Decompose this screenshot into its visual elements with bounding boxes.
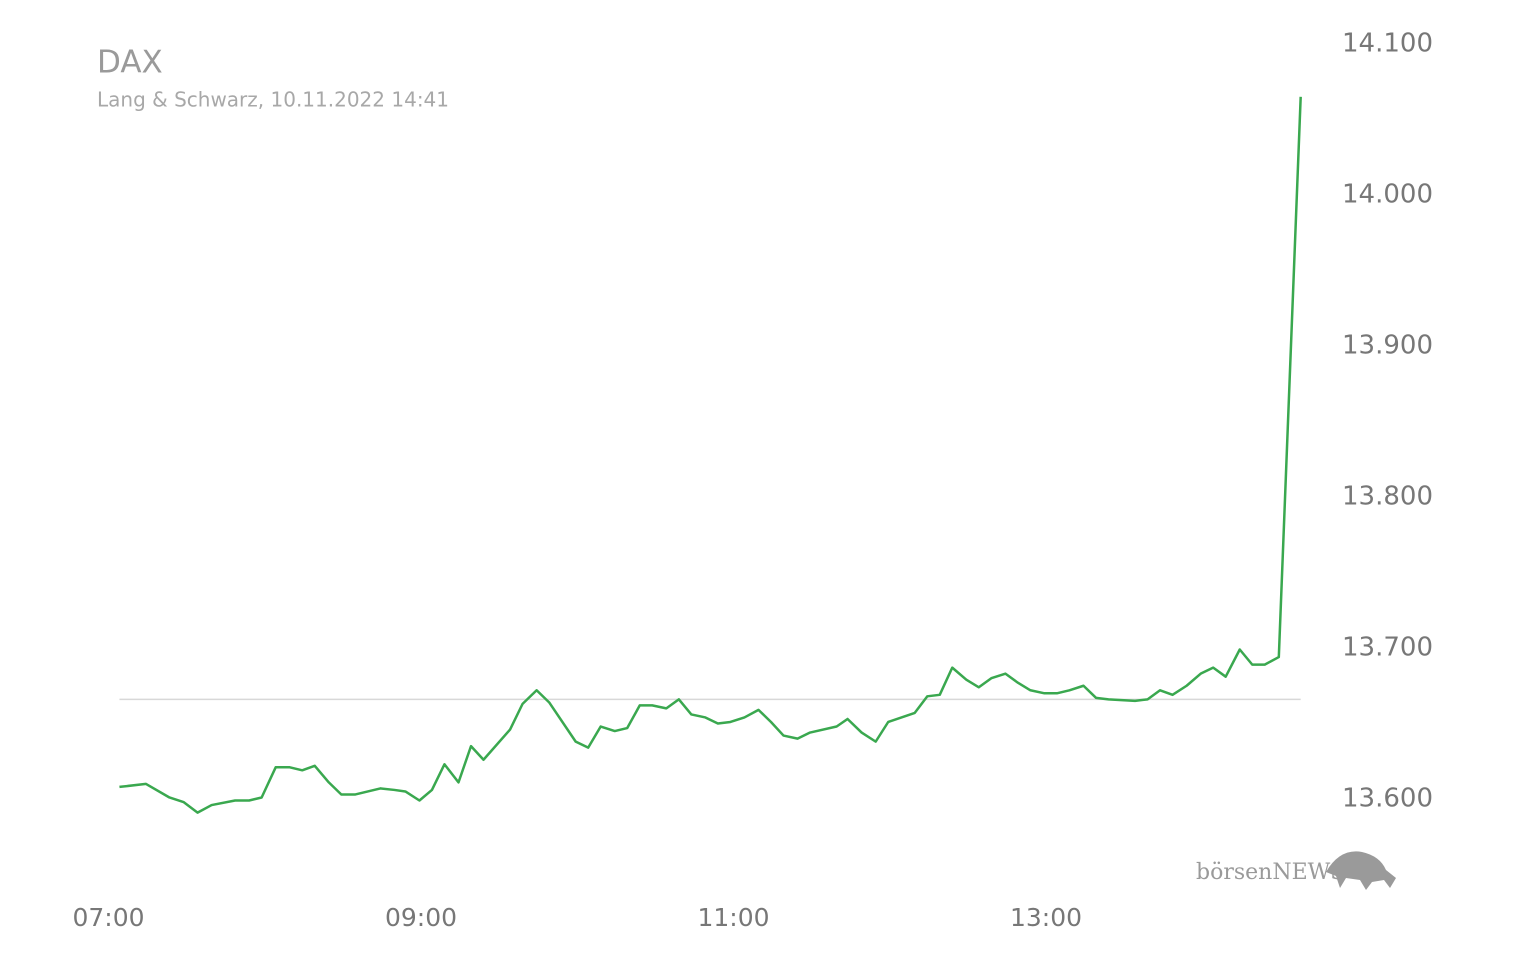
price-line bbox=[119, 96, 1302, 814]
y-tick-label: 14.000 bbox=[1342, 180, 1433, 210]
watermark-text: börsenNEWS bbox=[1196, 860, 1345, 885]
x-tick-label: 07:00 bbox=[72, 903, 144, 932]
x-tick-label: 09:00 bbox=[385, 903, 457, 932]
y-tick-label: 13.800 bbox=[1342, 482, 1433, 512]
watermark-logo: börsenNEWS bbox=[1196, 851, 1396, 890]
y-tick-label: 13.600 bbox=[1342, 784, 1433, 814]
x-tick-label: 11:00 bbox=[697, 903, 769, 932]
y-tick-label: 13.900 bbox=[1342, 331, 1433, 361]
bull-icon bbox=[1326, 851, 1396, 890]
chart-subtitle: Lang & Schwarz, 10.11.2022 14:41 bbox=[97, 88, 449, 112]
y-tick-label: 13.700 bbox=[1342, 633, 1433, 663]
chart-title: DAX bbox=[97, 45, 163, 81]
y-tick-label: 14.100 bbox=[1342, 29, 1433, 59]
x-tick-label: 13:00 bbox=[1010, 903, 1082, 932]
